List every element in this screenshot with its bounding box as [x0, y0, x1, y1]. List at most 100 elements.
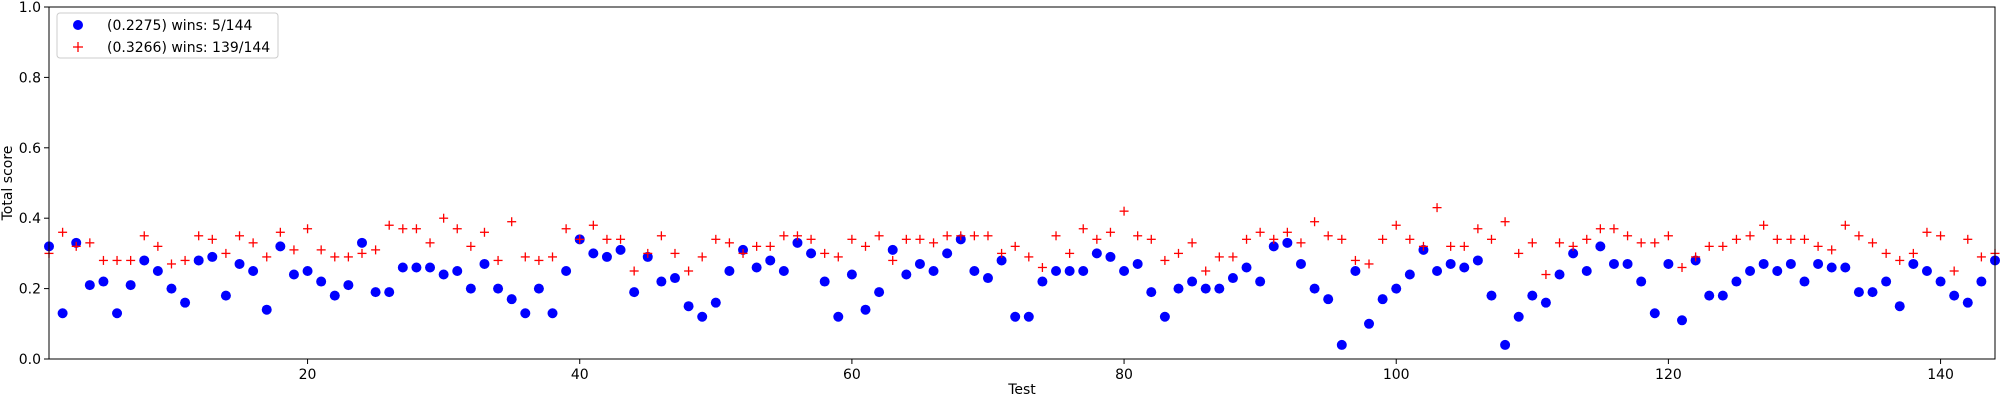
data-point-series-a: [520, 308, 531, 319]
data-point-series-b: [983, 231, 993, 241]
data-point-series-b: [1895, 255, 1905, 265]
data-point-series-b: [1092, 234, 1102, 244]
data-point-series-b: [1799, 234, 1809, 244]
x-tick-label: 20: [299, 367, 317, 383]
data-point-series-a: [193, 255, 204, 266]
data-point-series-b: [697, 252, 707, 262]
data-point-series-a: [1745, 266, 1756, 276]
series-a-marks: [44, 234, 2000, 350]
data-point-series-b: [343, 252, 353, 262]
data-point-series-b: [58, 227, 68, 237]
data-point-series-a: [982, 273, 993, 284]
data-point-series-a: [234, 258, 245, 269]
data-point-series-a: [615, 244, 626, 255]
data-point-series-a: [1976, 276, 1987, 287]
data-point-series-a: [425, 262, 436, 273]
data-point-series-a: [1500, 339, 1511, 350]
data-point-series-b: [643, 248, 653, 258]
x-tick-label: 80: [1115, 367, 1133, 383]
data-point-series-b: [1255, 227, 1265, 237]
data-point-series-a: [152, 266, 163, 276]
data-point-series-b: [194, 231, 204, 241]
data-point-series-a: [1187, 276, 1198, 287]
legend-marker-series-b: [73, 42, 83, 52]
data-point-series-b: [1949, 266, 1959, 276]
data-point-series-a: [1785, 258, 1796, 269]
data-point-series-a: [1241, 262, 1252, 273]
data-point-series-a: [166, 283, 177, 294]
data-point-series-a: [860, 304, 871, 315]
data-point-series-b: [942, 231, 952, 241]
data-point-series-b: [479, 227, 489, 237]
data-point-series-a: [1268, 241, 1279, 252]
data-point-series-a: [1091, 248, 1102, 259]
x-tick-label: 40: [571, 367, 589, 383]
data-point-series-a: [384, 287, 395, 298]
data-point-series-a: [1649, 308, 1660, 319]
data-point-series-b: [1486, 234, 1496, 244]
data-point-series-a: [1717, 290, 1728, 301]
data-point-series-b: [1201, 266, 1211, 276]
data-point-series-a: [1173, 283, 1184, 294]
y-tick-label: 0.4: [19, 211, 41, 227]
data-point-series-b: [792, 231, 802, 241]
data-point-series-b: [1010, 241, 1020, 251]
data-point-series-a: [928, 266, 939, 276]
data-point-series-b: [847, 234, 857, 244]
x-tick-label: 140: [1927, 367, 1954, 383]
data-point-series-b: [1391, 220, 1401, 230]
data-point-series-b: [493, 255, 503, 265]
data-point-series-b: [452, 224, 462, 234]
data-point-series-b: [507, 217, 517, 227]
data-point-series-a: [125, 280, 136, 291]
data-point-series-a: [112, 308, 123, 319]
data-point-series-a: [1105, 251, 1116, 262]
data-point-series-a: [996, 255, 1007, 266]
data-point-series-a: [370, 287, 381, 298]
data-point-series-a: [765, 255, 776, 266]
data-point-series-b: [1282, 227, 1292, 237]
data-point-series-b: [1405, 234, 1415, 244]
legend: (0.2275) wins: 5/144 (0.3266) wins: 139/…: [56, 12, 279, 59]
data-point-series-b: [1786, 234, 1796, 244]
data-point-series-b: [126, 255, 136, 265]
data-point-series-a: [1200, 283, 1211, 294]
data-point-series-b: [1432, 203, 1442, 213]
data-point-series-b: [371, 245, 381, 255]
data-point-series-a: [819, 276, 830, 287]
data-point-series-b: [1568, 241, 1578, 251]
data-point-series-a: [1935, 276, 1946, 287]
data-point-series-b: [1310, 217, 1320, 227]
data-point-series-b: [398, 224, 408, 234]
data-point-series-a: [1350, 266, 1361, 276]
data-point-series-b: [1024, 252, 1034, 262]
data-point-series-a: [1432, 266, 1443, 276]
data-point-series-a: [1486, 290, 1497, 301]
data-point-series-b: [439, 213, 449, 223]
data-point-series-a: [1513, 311, 1524, 322]
data-point-series-a: [874, 287, 885, 298]
data-point-series-b: [1418, 241, 1428, 251]
data-point-series-b: [1623, 231, 1633, 241]
data-point-series-b: [289, 245, 299, 255]
x-tick-label: 60: [843, 367, 861, 383]
data-point-series-a: [506, 294, 517, 305]
y-tick-label: 0.2: [19, 282, 41, 298]
data-point-series-b: [1350, 255, 1360, 265]
data-point-series-b: [1364, 259, 1374, 269]
data-point-series-b: [1731, 234, 1741, 244]
data-point-series-a: [207, 251, 218, 262]
data-point-series-a: [438, 269, 449, 280]
data-point-series-b: [1146, 234, 1156, 244]
data-point-series-a: [1391, 283, 1402, 294]
data-point-series-a: [1677, 315, 1688, 326]
data-point-series-a: [914, 258, 925, 269]
data-point-series-b: [956, 231, 966, 241]
data-point-series-b: [711, 234, 721, 244]
data-point-series-a: [1527, 290, 1538, 301]
data-point-series-b: [71, 241, 81, 251]
data-point-series-a: [1377, 294, 1388, 305]
data-point-series-a: [139, 255, 150, 266]
data-point-series-a: [806, 248, 817, 259]
data-point-series-b: [180, 255, 190, 265]
